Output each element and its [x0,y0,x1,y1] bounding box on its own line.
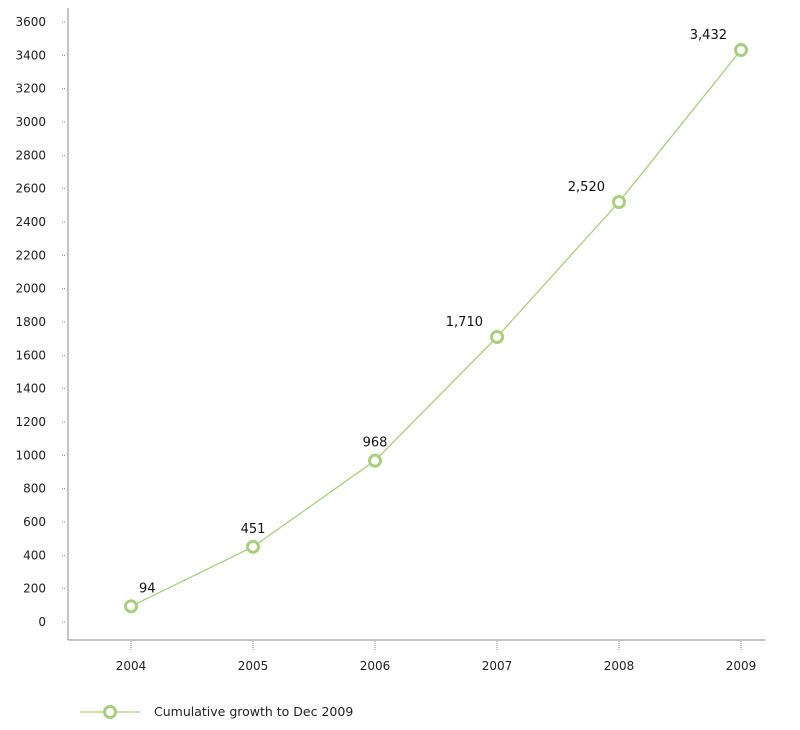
data-point [734,43,748,57]
data-point [368,453,382,468]
data-point [124,599,138,614]
y-tick-label: 1000 [15,448,46,462]
series-line [130,49,742,607]
y-tick-label: 3200 [15,82,46,96]
y-tick-label: 600 [23,515,46,529]
x-axis: 2004 2005 2006 2007 2008 2009 [68,639,765,673]
y-tick-label: 2800 [15,148,46,162]
x-tick-label: 2007 [482,659,513,673]
legend-marker [103,705,117,719]
data-label: 968 [363,436,388,451]
data-point [246,539,260,554]
y-tick-label: 400 [23,548,46,562]
y-tick-label: 1400 [15,382,46,396]
x-tick-label: 2004 [116,659,147,673]
data-label: 451 [241,522,266,537]
y-tick-label: 2000 [15,282,46,296]
y-tick-label: 1200 [15,415,46,429]
data-label: 94 [139,581,156,596]
y-tick-label: 3000 [15,115,46,129]
y-tick-label: 2600 [15,182,46,196]
series-layer: 94 451 968 1,710 2,520 3,432 [124,28,748,614]
x-tick-label: 2009 [726,659,757,673]
data-point [490,330,504,344]
y-tick-label: 200 [23,582,46,596]
y-tick-label: 1800 [15,315,46,329]
data-label: 2,520 [568,180,605,195]
data-label: 1,710 [446,315,483,330]
x-tick-label: 2006 [360,659,391,673]
y-tick-label: 3600 [15,15,46,29]
y-tick-label: 1600 [15,348,46,362]
data-point [612,195,626,209]
y-tick-label: 800 [23,482,46,496]
y-axis: 0 200 400 600 800 1000 1200 1400 1600 1800 2000 220… [15,8,69,640]
legend-label: Cumulative growth to Dec 2009 [154,704,353,719]
legend: Cumulative growth to Dec 2009 [80,704,353,719]
y-tick-label: 3400 [15,48,46,62]
y-tick-label: 2400 [15,215,46,229]
y-tick-label: 2200 [15,248,46,262]
y-tick-label: 0 [38,615,46,629]
x-tick-label: 2005 [238,659,269,673]
data-label: 3,432 [690,28,727,43]
x-tick-label: 2008 [604,659,635,673]
